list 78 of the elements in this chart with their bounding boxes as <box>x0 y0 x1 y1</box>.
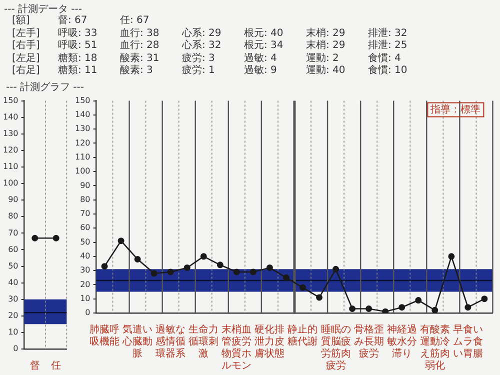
text: [額] 督: 67 任: 67 <box>12 15 150 26</box>
y-tick-label: 20 <box>8 310 18 320</box>
x-tick-label: 生命力循環刺激 <box>188 324 219 360</box>
text: [左手] 呼吸: 33 血行: 38 心系: 29 根元: 40 末梢: 29 排泄: 32 <box>12 28 408 38</box>
x-tick-label: 早食いムラ食い胃腸 <box>452 324 483 360</box>
y-tick-label: 140 <box>2 112 18 122</box>
x-tick-label: 気遣い心臓動脈 <box>122 324 153 360</box>
point <box>299 284 306 291</box>
y-tick-label: 40 <box>8 278 18 287</box>
point <box>366 306 372 312</box>
chart-title: --- 計測グラフ --- <box>5 80 84 93</box>
y-tick-label: 40 <box>80 251 90 260</box>
point <box>167 268 174 276</box>
x-tick-label: 過敏な感情循環器系 <box>156 324 186 360</box>
point <box>448 253 455 260</box>
y-tick-label: 130 <box>74 124 90 134</box>
point <box>332 266 340 272</box>
point <box>233 268 240 276</box>
y-tick-label: 50 <box>80 237 90 246</box>
point <box>415 297 422 304</box>
y-tick-label: 120 <box>74 138 90 148</box>
text: [左足] 糖類: 18 酸素: 31 疲労: 3 過敏: 4 運動: 2 食慣: 4 <box>12 52 401 64</box>
y-tick-label: 80 <box>8 212 18 221</box>
text: [右足] 糖類: 11 酸素: 3 疲労: 1 過敏: 9 運動: 40 食慣: 10 <box>12 65 408 76</box>
point <box>150 270 158 277</box>
x-tick-label: 硬化排泄力皮膚状態 <box>254 324 285 360</box>
y-tick-label: 10 <box>80 294 90 303</box>
text: --- 計測データ --- <box>4 2 84 15</box>
point <box>101 263 108 270</box>
point <box>464 304 472 311</box>
y-tick-label: 30 <box>8 294 18 304</box>
y-tick-label: 80 <box>80 194 90 204</box>
y-tick-label: 120 <box>2 146 18 155</box>
point <box>266 264 273 271</box>
y-tick-label: 90 <box>8 195 18 204</box>
y-tick-label: 150 <box>74 96 90 105</box>
y-tick-label: 70 <box>8 228 18 238</box>
point <box>398 304 406 311</box>
y-tick-label: 100 <box>74 166 90 176</box>
point <box>184 264 190 271</box>
y-tick-label: 60 <box>8 244 18 254</box>
point <box>316 294 323 301</box>
y-tick-label: 50 <box>8 261 18 270</box>
y-tick-label: 0 <box>13 344 18 354</box>
text: [右手] 呼吸: 51 血行: 28 心系: 32 根元: 34 末梢: 29 排泄: 25 <box>12 40 408 51</box>
point <box>200 253 207 260</box>
x-tick-label: 骨格歪み長期疲労 <box>354 324 384 360</box>
x-tick-label: 神経過敏水分滞り <box>386 324 417 360</box>
point <box>382 308 389 313</box>
y-tick-label: 150 <box>2 96 18 105</box>
point <box>250 268 256 276</box>
point <box>118 238 124 244</box>
x-tick-label: 睡眠の質脳疲労筋肉疲労 <box>320 324 351 372</box>
y-tick-label: 10 <box>8 328 18 337</box>
point <box>349 306 356 312</box>
x-tick-label: 有酸素運動冷え筋肉弱化 <box>420 324 450 372</box>
x-tick-label: 任 <box>50 360 62 372</box>
x-tick-label: 督 <box>30 360 40 372</box>
point <box>282 274 290 281</box>
y-tick-label: 30 <box>80 266 90 275</box>
y-tick-label: 100 <box>2 178 18 188</box>
x-tick-label: 肺臓呼吸機能 <box>90 324 120 348</box>
x-tick-label: 静止的糖代謝 <box>288 324 318 348</box>
x-tick-label: 末梢血管疲労物質ホルモン <box>222 324 252 372</box>
y-tick-label: 20 <box>80 280 90 289</box>
point <box>216 262 224 268</box>
y-tick-label: 70 <box>80 209 90 218</box>
y-tick-label: 90 <box>80 180 90 190</box>
y-tick-label: 60 <box>80 223 90 232</box>
y-tick-label: 0 <box>85 308 90 318</box>
point <box>134 256 141 262</box>
y-tick-label: 130 <box>2 128 18 138</box>
point <box>481 296 488 302</box>
y-tick-label: 110 <box>74 152 90 162</box>
y-tick-label: 110 <box>2 162 18 172</box>
annotation: 指導：標準 <box>430 103 481 116</box>
point <box>432 306 438 313</box>
y-tick-label: 140 <box>74 110 90 120</box>
